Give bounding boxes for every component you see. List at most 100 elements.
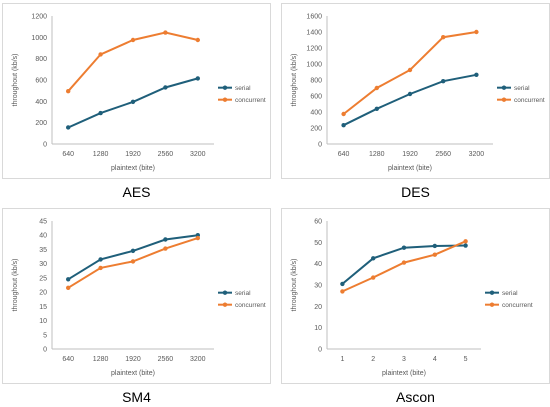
legend-label-concurrent: concurrent bbox=[502, 302, 533, 309]
series-line-serial bbox=[67, 234, 198, 281]
data-point-serial bbox=[98, 110, 103, 116]
data-point-serial bbox=[371, 256, 376, 261]
x-tick-label: 1280 bbox=[93, 356, 109, 363]
data-point-serial bbox=[441, 79, 446, 84]
y-tick-label: 400 bbox=[310, 110, 322, 117]
data-point-serial bbox=[163, 237, 168, 242]
data-point-concurrent bbox=[98, 265, 103, 271]
y-tick-label: 20 bbox=[314, 304, 322, 311]
y-tick-label: 200 bbox=[310, 126, 322, 133]
data-point-serial bbox=[474, 72, 479, 78]
series-line-concurrent bbox=[342, 31, 477, 115]
y-tick-label: 30 bbox=[314, 283, 322, 290]
line-chart-des: 0 200 400 600 800 1000 1200 1400 1600 640 1280 1920… bbox=[291, 14, 545, 173]
y-tick-label: 1200 bbox=[306, 46, 322, 53]
x-tick-label: 640 bbox=[62, 356, 74, 363]
data-point-concurrent bbox=[195, 37, 200, 43]
data-point-serial bbox=[340, 281, 345, 287]
legend-label-serial: serial bbox=[235, 290, 251, 297]
x-tick-label: 1920 bbox=[125, 356, 141, 363]
legend-label-concurrent: concurrent bbox=[235, 302, 266, 309]
data-point-concurrent bbox=[407, 67, 413, 73]
legend-label-concurrent: concurrent bbox=[514, 97, 545, 104]
data-point-serial bbox=[130, 99, 136, 105]
chart-frame bbox=[2, 208, 271, 384]
y-tick-label: 35 bbox=[39, 247, 47, 254]
y-tick-label: 20 bbox=[39, 290, 47, 297]
legend-label-serial: serial bbox=[502, 290, 518, 297]
data-point-serial bbox=[98, 257, 103, 262]
x-axis-label: plaintext (bite) bbox=[111, 165, 155, 172]
y-tick-label: 800 bbox=[310, 78, 322, 85]
y-tick-label: 0 bbox=[43, 347, 47, 354]
x-tick-label: 2560 bbox=[435, 151, 451, 158]
data-point-serial bbox=[463, 243, 468, 248]
y-tick-label: 45 bbox=[39, 219, 47, 226]
y-tick-label: 0 bbox=[318, 347, 322, 354]
data-point-concurrent bbox=[66, 285, 71, 291]
x-tick-label: 4 bbox=[433, 356, 437, 363]
data-point-concurrent bbox=[340, 289, 345, 294]
data-point-serial bbox=[401, 245, 407, 250]
data-point-concurrent bbox=[463, 239, 468, 244]
data-point-serial bbox=[66, 277, 71, 282]
x-axis-label: plaintext (bite) bbox=[111, 370, 155, 377]
legend-label-serial: serial bbox=[514, 85, 530, 92]
x-tick-label: 3200 bbox=[469, 151, 485, 158]
y-tick-label: 40 bbox=[39, 233, 47, 240]
data-point-serial bbox=[341, 123, 346, 128]
line-chart-ascon: 0 10 20 30 40 50 60 1 2 3 4 5 plaintext (bite) throug… bbox=[291, 219, 533, 378]
x-tick-label: 5 bbox=[464, 356, 468, 363]
chart-frame bbox=[281, 208, 550, 384]
y-tick-label: 1000 bbox=[31, 35, 47, 42]
x-tick-label: 2560 bbox=[158, 356, 174, 363]
legend-label-serial: serial bbox=[235, 85, 251, 92]
x-tick-label: 1920 bbox=[125, 151, 141, 158]
y-tick-label: 15 bbox=[39, 304, 47, 311]
data-point-concurrent bbox=[130, 37, 136, 43]
x-tick-label: 640 bbox=[62, 151, 74, 158]
chart-caption: DES bbox=[401, 184, 430, 200]
x-tick-label: 2 bbox=[371, 356, 375, 363]
y-axis-label: throughout (kb/s) bbox=[12, 259, 19, 312]
chart-panel-des: 0 200 400 600 800 1000 1200 1400 1600 640 1280 1920… bbox=[281, 3, 550, 201]
data-point-concurrent bbox=[441, 35, 446, 40]
y-axis-label: throughout (kb/s) bbox=[291, 259, 298, 312]
y-tick-label: 800 bbox=[35, 56, 47, 63]
chart-panel-ascon: 0 10 20 30 40 50 60 1 2 3 4 5 plaintext (bite) throug… bbox=[281, 208, 550, 406]
legend-marker-concurrent bbox=[222, 97, 228, 102]
x-tick-label: 640 bbox=[338, 151, 350, 158]
legend-marker-serial bbox=[489, 290, 495, 295]
legend-marker-serial bbox=[222, 85, 228, 90]
y-tick-label: 1200 bbox=[31, 14, 47, 21]
data-point-concurrent bbox=[474, 29, 479, 35]
data-point-serial bbox=[163, 85, 168, 90]
y-tick-label: 5 bbox=[43, 332, 47, 339]
y-tick-label: 40 bbox=[314, 261, 322, 268]
data-point-serial bbox=[407, 91, 413, 97]
chart-panel-sm4: 0 5 10 15 20 25 30 35 40 45 640 1280 1920 2560 3200 pla… bbox=[2, 208, 275, 406]
data-point-serial bbox=[66, 125, 71, 130]
data-point-concurrent bbox=[66, 89, 71, 94]
line-chart-aes: 0 200 400 600 800 1000 1200 640 1280 1920 2560 3200… bbox=[12, 14, 266, 173]
data-point-concurrent bbox=[130, 259, 136, 264]
y-tick-label: 30 bbox=[39, 261, 47, 268]
chart-caption: SM4 bbox=[122, 389, 151, 405]
legend-marker-serial bbox=[501, 85, 507, 90]
x-tick-label: 3200 bbox=[190, 151, 206, 158]
legend-marker-concurrent bbox=[501, 97, 507, 102]
legend-label-concurrent: concurrent bbox=[235, 97, 266, 104]
data-point-concurrent bbox=[98, 52, 103, 57]
chart-caption: Ascon bbox=[396, 389, 435, 405]
x-tick-label: 1920 bbox=[402, 151, 418, 158]
x-tick-label: 1 bbox=[340, 356, 344, 363]
y-tick-label: 60 bbox=[314, 219, 322, 226]
x-tick-label: 3200 bbox=[190, 356, 206, 363]
line-chart-sm4: 0 5 10 15 20 25 30 35 40 45 640 1280 1920 2560 3200 pla… bbox=[12, 219, 266, 378]
y-axis-label: throughout (kb/s) bbox=[12, 54, 19, 107]
series-line-serial bbox=[343, 73, 477, 127]
y-tick-label: 0 bbox=[318, 142, 322, 149]
y-tick-label: 400 bbox=[35, 99, 47, 106]
legend-marker-concurrent bbox=[222, 302, 228, 307]
y-tick-label: 600 bbox=[35, 78, 47, 85]
